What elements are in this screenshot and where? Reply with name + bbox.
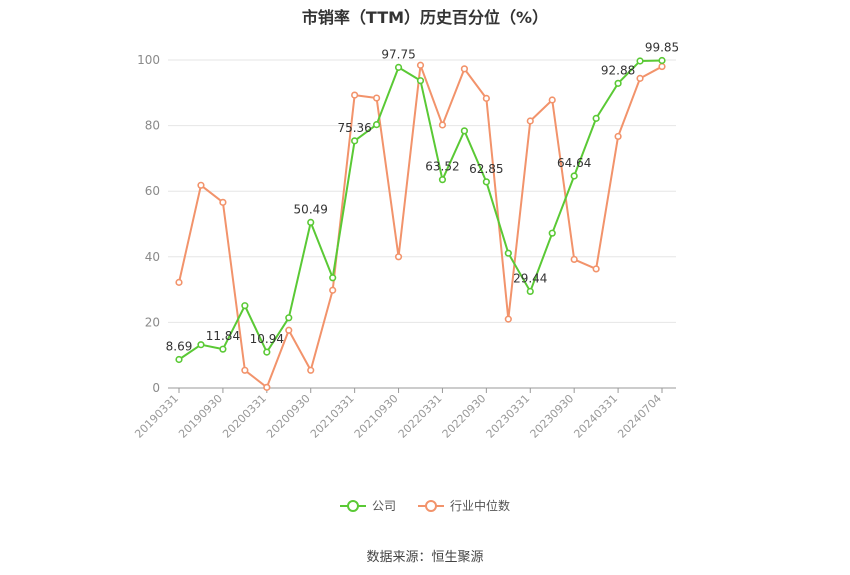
data-point-company	[438, 176, 447, 184]
data-point-industry-median	[438, 121, 447, 129]
data-point-industry-median	[263, 383, 271, 391]
x-tick-label: 20190331	[132, 392, 181, 441]
data-source: 数据来源：恒生聚源	[366, 550, 484, 565]
data-label: 8.69	[166, 339, 193, 353]
data-point-company	[460, 127, 469, 135]
data-point-company	[307, 218, 315, 226]
data-point-company	[197, 341, 205, 349]
y-tick-label: 80	[145, 119, 160, 133]
x-tick-label: 20200930	[264, 392, 313, 441]
data-label: 63.52	[425, 160, 459, 174]
data-point-industry-median	[241, 366, 249, 374]
data-point-industry-median	[614, 132, 622, 141]
data-point-industry-median	[482, 94, 490, 102]
legend-marker-industry-median	[418, 499, 444, 513]
data-point-industry-median	[307, 366, 315, 374]
data-point-industry-median	[219, 198, 227, 206]
legend-label-company: 公司	[371, 499, 396, 513]
data-label: 11.84	[206, 329, 240, 343]
data-point-industry-median	[416, 61, 425, 69]
data-label: 99.85	[645, 40, 679, 54]
x-tick-label: 20230331	[484, 392, 533, 441]
data-point-industry-median	[197, 181, 205, 189]
data-point-industry-median	[329, 286, 337, 294]
y-tick-label: 100	[137, 53, 160, 67]
data-label: 29.44	[513, 271, 547, 285]
data-point-industry-median	[372, 94, 381, 102]
data-point-industry-median	[658, 62, 666, 71]
x-tick-label: 20200331	[220, 392, 269, 441]
y-tick-label: 40	[145, 250, 160, 264]
data-point-company	[548, 229, 556, 237]
data-point-company	[394, 63, 403, 71]
y-tick-label: 20	[145, 315, 160, 329]
data-point-industry-median	[548, 96, 556, 104]
data-point-industry-median	[504, 315, 512, 323]
data-label: 10.94	[250, 332, 284, 346]
x-tick-label: 20240704	[615, 392, 664, 441]
data-point-company	[592, 114, 600, 122]
data-point-industry-median	[592, 265, 600, 273]
data-point-company	[329, 274, 337, 282]
data-label: 75.36	[337, 121, 371, 135]
data-label: 64.64	[557, 156, 591, 170]
data-point-company	[285, 314, 293, 322]
data-point-company	[636, 57, 644, 65]
chart-title: 市销率（TTM）历史百分位（%）	[301, 8, 549, 27]
x-tick-label: 20240331	[571, 392, 620, 441]
data-point-company	[351, 137, 359, 145]
data-point-company	[658, 56, 666, 65]
legend-label-industry-median: 行业中位数	[450, 499, 511, 513]
legend-item-company[interactable]: 公司	[339, 497, 396, 514]
data-label: 62.85	[469, 162, 503, 176]
y-tick-label: 60	[145, 184, 160, 198]
data-point-company	[372, 121, 381, 129]
data-point-industry-median	[526, 117, 534, 125]
x-tick-label: 20220331	[396, 392, 445, 441]
data-point-company	[570, 172, 578, 180]
data-label: 92.88	[601, 63, 635, 77]
data-point-industry-median	[175, 278, 183, 286]
data-point-company	[263, 348, 271, 356]
data-point-industry-median	[394, 253, 403, 261]
data-label: 50.49	[294, 202, 328, 216]
x-tick-label: 20220930	[440, 392, 489, 441]
data-point-company	[504, 249, 512, 257]
data-point-company	[175, 355, 183, 364]
y-tick-label: 0	[152, 381, 160, 395]
x-tick-label: 20210331	[308, 392, 357, 441]
data-point-company	[416, 77, 425, 85]
data-point-industry-median	[351, 91, 359, 99]
x-tick-label: 20230930	[528, 392, 577, 441]
legend-marker-company	[339, 499, 366, 513]
legend-item-industry-median[interactable]: 行业中位数	[418, 497, 510, 514]
data-point-industry-median	[570, 255, 578, 264]
data-point-company	[219, 345, 227, 353]
x-tick-label: 20210930	[352, 392, 401, 441]
data-point-company	[482, 178, 490, 186]
x-tick-label: 20190930	[176, 392, 225, 441]
data-point-industry-median	[285, 326, 293, 334]
legend: 公司 行业中位数	[0, 497, 850, 514]
data-point-industry-median	[636, 74, 644, 82]
series-line-company	[178, 59, 663, 361]
data-point-company	[241, 302, 249, 310]
data-label: 97.75	[381, 47, 415, 61]
data-point-company	[614, 79, 622, 87]
data-point-industry-median	[460, 65, 469, 73]
data-point-company	[526, 287, 534, 296]
